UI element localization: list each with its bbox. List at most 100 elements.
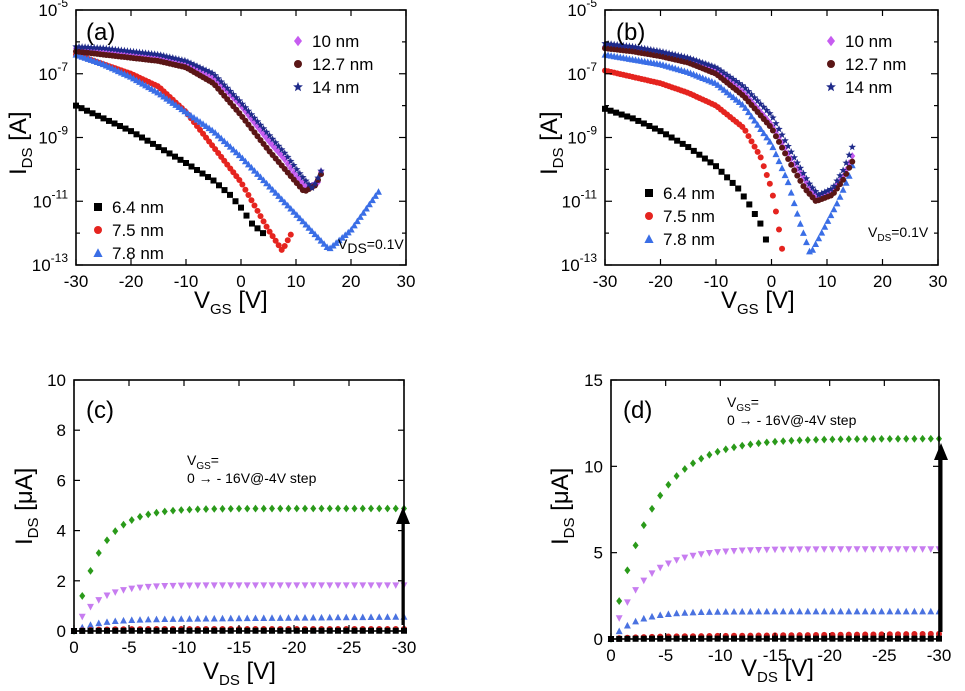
legend-entry: 6.4 nm xyxy=(112,198,164,217)
data-point xyxy=(359,209,367,216)
data-point xyxy=(717,83,725,91)
x-tick-label: -5 xyxy=(121,638,136,657)
data-point xyxy=(269,186,277,193)
data-point xyxy=(668,134,675,141)
data-point xyxy=(172,153,178,160)
data-point xyxy=(367,582,375,589)
data-point xyxy=(342,582,350,589)
data-point xyxy=(755,439,762,448)
data-point xyxy=(632,587,640,594)
y-tick-label: 0 xyxy=(57,622,66,641)
data-point xyxy=(120,616,127,624)
data-point xyxy=(625,42,634,50)
data-point xyxy=(206,70,213,79)
data-point xyxy=(910,546,918,553)
data-point xyxy=(771,607,779,615)
x-tick-label: 0 xyxy=(236,272,245,291)
data-point xyxy=(190,60,198,68)
data-point xyxy=(797,169,804,178)
data-point xyxy=(664,610,672,617)
data-point xyxy=(211,129,219,136)
data-point xyxy=(762,236,769,243)
data-point xyxy=(287,157,295,165)
x-tick-label: 30 xyxy=(397,272,416,291)
data-point xyxy=(87,603,94,611)
x-axis-label: VGS [V] xyxy=(194,287,268,318)
data-point xyxy=(120,520,127,529)
data-point xyxy=(698,454,705,463)
data-point xyxy=(741,104,749,111)
data-point xyxy=(318,504,325,513)
data-point xyxy=(919,607,927,615)
data-point xyxy=(746,201,753,208)
data-point xyxy=(845,151,853,159)
data-point xyxy=(117,123,123,130)
data-point xyxy=(238,154,246,162)
data-point xyxy=(701,155,708,162)
data-point xyxy=(624,566,631,575)
data-point xyxy=(730,80,737,89)
data-point xyxy=(803,238,810,246)
panel-b: -30 -20 -10 0 10 20 30 10-13 10-11 10-9 10-7 10-5 (… xyxy=(536,0,947,318)
data-point xyxy=(122,125,129,132)
data-point xyxy=(769,192,776,199)
legend-bottom: 6.4 nm 7.5 nm 7.8 nm xyxy=(112,198,164,263)
data-point xyxy=(869,546,877,553)
data-point xyxy=(232,198,239,205)
x-tick-label: 0 xyxy=(767,272,776,291)
data-point xyxy=(252,614,259,622)
data-point xyxy=(95,112,101,119)
data-point xyxy=(272,189,280,196)
data-point xyxy=(153,615,160,623)
data-point xyxy=(75,42,83,50)
data-point xyxy=(853,607,861,615)
data-point xyxy=(235,151,243,159)
data-point xyxy=(772,133,779,140)
data-point xyxy=(815,191,823,198)
data-point xyxy=(161,147,167,154)
x-tick-label: 30 xyxy=(929,272,948,291)
data-point xyxy=(651,125,658,132)
data-point xyxy=(689,608,697,616)
data-point xyxy=(301,582,309,589)
data-point xyxy=(243,582,251,589)
data-point xyxy=(241,157,249,165)
legend-marker xyxy=(94,203,102,211)
y-tick-label: 2 xyxy=(57,572,66,591)
data-point xyxy=(787,148,795,156)
panel-a-marks xyxy=(72,35,382,257)
data-point xyxy=(367,613,375,620)
data-point xyxy=(738,607,746,615)
data-point xyxy=(111,120,118,127)
data-point xyxy=(314,233,322,241)
data-point xyxy=(692,56,701,64)
data-point xyxy=(155,144,162,151)
data-point xyxy=(257,213,264,220)
data-point xyxy=(705,61,713,68)
data-point xyxy=(705,550,713,557)
data-point xyxy=(927,546,935,553)
data-point xyxy=(911,631,918,638)
vds-annotation: VDS=0.1V xyxy=(338,236,404,256)
panel-b-marks xyxy=(601,35,856,255)
data-point xyxy=(886,607,894,615)
data-point xyxy=(821,435,828,444)
data-point xyxy=(369,196,376,204)
data-point xyxy=(927,434,934,443)
data-point xyxy=(78,613,86,621)
data-point xyxy=(616,597,623,605)
legend-entry: 12.7 nm xyxy=(312,55,373,74)
y-tick-label: 10-9 xyxy=(38,124,68,148)
step-arrow xyxy=(396,507,410,625)
data-point xyxy=(144,137,151,144)
data-point xyxy=(136,584,144,592)
data-point xyxy=(375,188,382,195)
data-point xyxy=(646,123,653,130)
data-point xyxy=(730,547,738,555)
data-point xyxy=(793,210,801,217)
data-point xyxy=(248,163,255,171)
data-point xyxy=(96,44,104,52)
data-point xyxy=(305,180,313,188)
data-point xyxy=(818,189,826,197)
data-point xyxy=(809,246,817,253)
